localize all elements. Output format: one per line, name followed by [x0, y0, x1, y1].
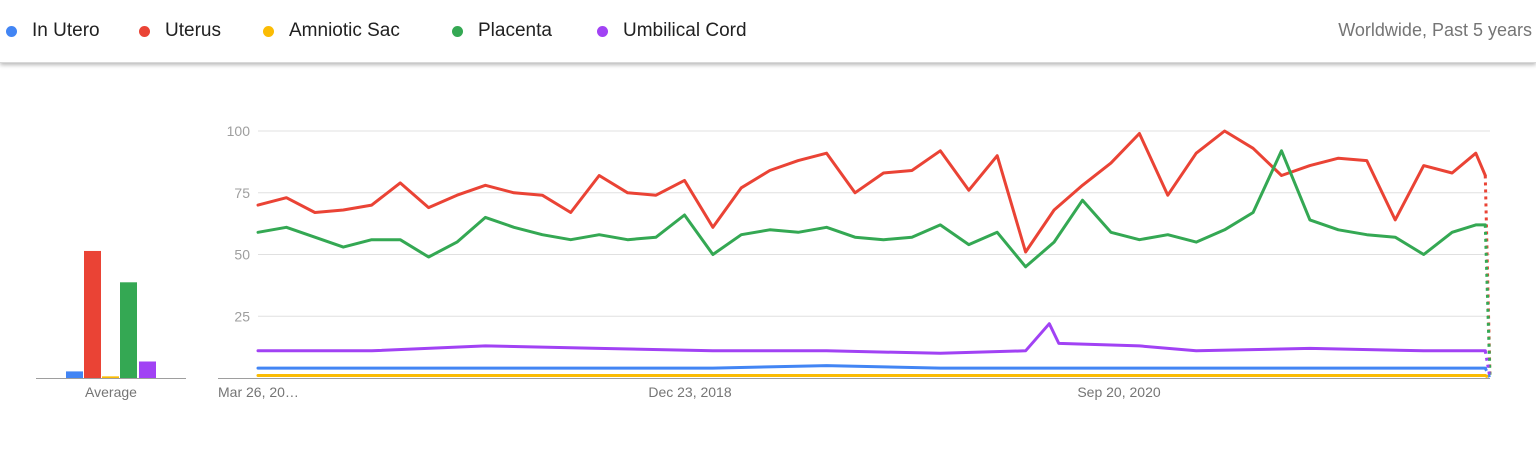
trend-chart: Average 100 75 50 25 Mar 26, 20… Dec 23, 201…	[36, 123, 1492, 400]
legend-item-amniotic-sac[interactable]: Amniotic Sac	[263, 19, 400, 43]
series-partial-segment	[1483, 224, 1492, 379]
legend-header: In Utero Uterus Amniotic Sac Placenta Um…	[0, 0, 1536, 63]
legend-dot-icon	[452, 25, 463, 37]
y-tick-label: 75	[234, 185, 250, 201]
y-tick-label: 50	[234, 247, 250, 263]
average-bar-umbilical-cord[interactable]	[139, 361, 156, 379]
average-bar-uterus[interactable]	[84, 250, 101, 378]
x-tick-label: Mar 26, 20…	[218, 384, 299, 400]
series-partial-segment	[1484, 374, 1491, 380]
legend-dot-icon	[139, 25, 150, 37]
x-tick-label: Sep 20, 2020	[1077, 384, 1161, 400]
series-placenta[interactable]	[256, 149, 1492, 379]
region-period-label: Worldwide, Past 5 years	[1338, 20, 1532, 40]
legend-item-uterus[interactable]: Uterus	[139, 19, 221, 43]
series-line	[256, 149, 1487, 269]
legend-label: Placenta	[478, 20, 552, 41]
x-tick-label: Dec 23, 2018	[648, 384, 731, 400]
series-partial-segment	[1483, 367, 1492, 379]
line-series	[256, 129, 1492, 380]
average-bar-amniotic-sac[interactable]	[102, 376, 119, 378]
legend-label: In Utero	[32, 20, 100, 41]
series-in-utero[interactable]	[256, 364, 1492, 379]
average-chart: Average	[36, 250, 186, 400]
series-partial-segment	[1483, 350, 1492, 379]
legend-item-umbilical-cord[interactable]: Umbilical Cord	[597, 19, 747, 43]
average-bar-placenta[interactable]	[120, 282, 137, 378]
average-bar-in-utero[interactable]	[66, 371, 83, 378]
x-axis: Mar 26, 20… Dec 23, 2018 Sep 20, 2020	[218, 384, 1161, 400]
series-line	[256, 364, 1487, 370]
legend-dot-icon	[597, 25, 608, 37]
y-tick-label: 25	[234, 308, 250, 324]
legend-dot-icon	[263, 25, 274, 37]
series-amniotic-sac[interactable]	[256, 374, 1491, 380]
series-umbilical-cord[interactable]	[256, 322, 1492, 379]
legend-item-placenta[interactable]: Placenta	[452, 19, 552, 43]
series-line	[256, 322, 1487, 355]
legend-label: Amniotic Sac	[289, 20, 400, 41]
gridlines: 100 75 50 25	[218, 123, 1490, 379]
legend-item-in-utero[interactable]: In Utero	[6, 19, 100, 43]
series-line	[256, 129, 1487, 254]
y-tick-label: 100	[227, 123, 251, 139]
legend-label: Umbilical Cord	[623, 20, 747, 41]
average-label: Average	[85, 384, 137, 400]
legend-label: Uterus	[165, 20, 221, 41]
legend-dot-icon	[6, 25, 17, 37]
